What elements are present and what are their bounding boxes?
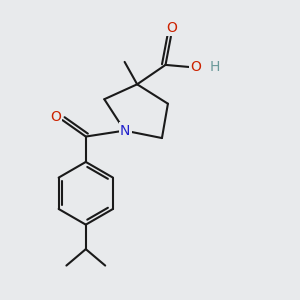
Text: O: O bbox=[190, 60, 201, 74]
Text: N: N bbox=[120, 124, 130, 138]
Text: H: H bbox=[210, 60, 220, 74]
Text: O: O bbox=[166, 21, 177, 35]
Text: O: O bbox=[50, 110, 62, 124]
